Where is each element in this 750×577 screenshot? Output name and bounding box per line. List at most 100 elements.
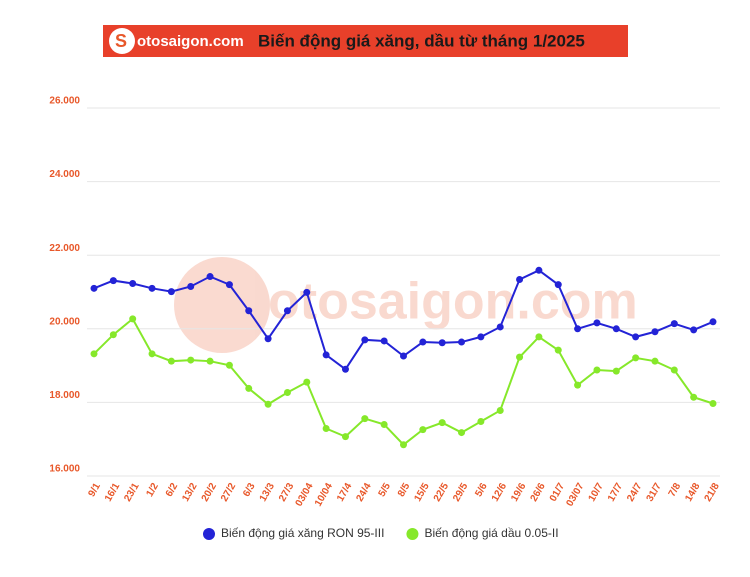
data-point [632, 333, 640, 341]
data-point [554, 281, 562, 289]
data-point [574, 325, 582, 333]
x-tick-label: 17/7 [606, 481, 625, 504]
x-tick-label: 20/2 [200, 481, 219, 504]
x-tick-label: 16/1 [103, 481, 122, 504]
x-tick-label: 23/1 [122, 481, 141, 504]
series-line [93, 317, 714, 447]
data-point [148, 350, 156, 358]
data-point [612, 367, 620, 375]
data-point [245, 384, 253, 392]
x-tick-label: 13/2 [180, 481, 199, 504]
chart-title: Biến động giá xăng, dầu từ tháng 1/2025 [258, 31, 585, 50]
y-tick-label: 24.000 [49, 169, 80, 180]
title-banner [103, 25, 628, 57]
data-point [516, 353, 524, 361]
data-point [167, 288, 175, 296]
data-point [612, 325, 620, 333]
x-tick-label: 17/4 [335, 481, 354, 504]
data-point [496, 406, 504, 414]
y-tick-label: 26.000 [49, 96, 80, 107]
x-tick-label: 27/2 [219, 481, 238, 504]
data-point [129, 280, 137, 288]
data-point [535, 266, 543, 274]
data-point [90, 284, 98, 292]
y-tick-label: 20.000 [49, 316, 80, 327]
data-point [516, 275, 524, 283]
data-point [419, 338, 427, 346]
x-tick-label: 21/8 [703, 481, 722, 504]
legend-label: Biến động giá dầu 0.05-II [424, 526, 558, 540]
data-point [380, 420, 388, 428]
x-tick-label: 24/7 [625, 481, 644, 504]
data-point [129, 315, 137, 323]
data-point [187, 282, 195, 290]
data-point [670, 320, 678, 328]
data-point [341, 433, 349, 441]
data-point [670, 366, 678, 374]
data-point [574, 381, 582, 389]
x-tick-label: 03/04 [294, 481, 316, 509]
data-point [419, 426, 427, 434]
data-point [109, 277, 117, 285]
data-point [283, 307, 291, 315]
logo-letter: S [115, 31, 127, 51]
data-point [496, 323, 504, 331]
data-point [109, 331, 117, 339]
x-tick-label: 29/5 [451, 481, 470, 504]
x-tick-label: 6/3 [241, 481, 258, 499]
data-point [690, 393, 698, 401]
x-tick-label: 19/6 [509, 481, 528, 504]
x-tick-label: 9/1 [86, 481, 103, 499]
data-point [477, 418, 485, 426]
data-point [206, 273, 214, 281]
data-point [458, 338, 466, 346]
logo-text: otosaigon.com [137, 33, 244, 50]
data-point [400, 441, 407, 449]
data-point [225, 281, 233, 289]
data-point [283, 388, 291, 396]
x-tick-label: 26/6 [529, 481, 548, 504]
data-point [264, 400, 272, 408]
data-point [361, 336, 369, 344]
data-point [303, 288, 311, 296]
data-point [593, 366, 601, 374]
watermark-text: otosaigon.com [268, 273, 638, 331]
data-point [167, 357, 175, 365]
data-point [341, 365, 349, 373]
x-tick-label: 01/7 [548, 481, 567, 504]
data-point [303, 378, 311, 386]
data-point [380, 337, 388, 345]
data-point [651, 328, 659, 336]
x-tick-label: 24/4 [354, 481, 373, 504]
legend-marker [406, 528, 419, 540]
y-tick-label: 16.000 [49, 464, 80, 475]
data-point [709, 400, 717, 408]
x-tick-label: 03/07 [564, 481, 586, 509]
x-tick-label: 15/5 [412, 481, 431, 504]
x-tick-label: 7/8 [667, 481, 684, 499]
data-point [187, 356, 195, 364]
x-tick-label: 27/3 [277, 481, 296, 504]
data-point [90, 350, 98, 358]
data-point [400, 352, 407, 360]
data-point [690, 326, 698, 334]
x-tick-label: 14/8 [683, 481, 702, 504]
watermark-icon [174, 257, 270, 353]
data-point [554, 346, 562, 354]
data-point [322, 351, 330, 359]
x-tick-label: 31/7 [645, 481, 664, 504]
data-point [438, 419, 446, 427]
y-tick-label: 22.000 [49, 243, 80, 254]
x-tick-label: 1/2 [144, 481, 161, 499]
x-tick-label: 22/5 [432, 481, 451, 504]
x-tick-label: 8/5 [396, 481, 413, 499]
legend-label: Biến động giá xăng RON 95-III [221, 526, 384, 540]
x-tick-label: 6/2 [164, 481, 181, 499]
data-point [651, 357, 659, 365]
data-point [206, 357, 214, 365]
data-point [535, 333, 543, 341]
data-point [225, 361, 233, 369]
data-point [264, 335, 272, 343]
x-tick-label: 5/5 [377, 481, 394, 499]
